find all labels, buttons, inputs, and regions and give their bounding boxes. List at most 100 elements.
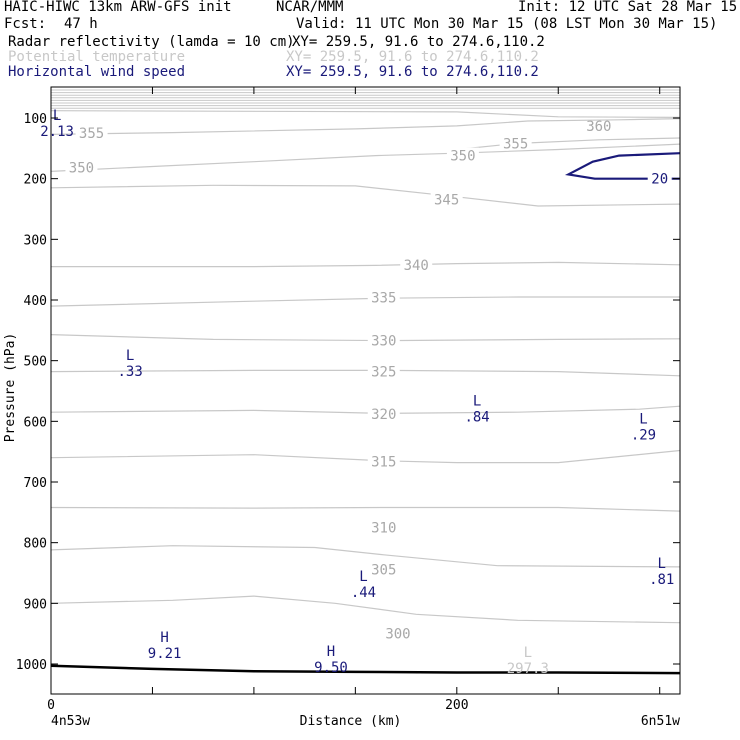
field-name-theta: Potential temperature (8, 49, 186, 65)
y-tick-label: 200 (24, 173, 47, 188)
extremum-value: .84 (464, 409, 489, 425)
theta-label-bg (367, 519, 400, 535)
theta-label-bg (367, 406, 400, 422)
y-tick-label: 500 (24, 355, 47, 370)
x-axis-label: Distance (km) (300, 714, 402, 729)
theta-contour-label: 335 (371, 291, 396, 307)
x-tick-label: 200 (445, 698, 468, 713)
theta-contour-label: 300 (385, 627, 410, 643)
theta-label-bg (75, 125, 108, 141)
y-tick-label: 300 (24, 233, 47, 248)
y-tick-label: 800 (24, 537, 47, 552)
theta-label-bg (381, 625, 414, 641)
extremum-type: L (126, 348, 134, 364)
theta-label-bg (400, 256, 433, 272)
theta-label-bg (367, 363, 400, 379)
theta-contour-label: 355 (503, 136, 528, 152)
forecast-hour: 47 h (64, 16, 98, 32)
theta-contour-label: 350 (69, 161, 94, 177)
theta-contour-line (50, 506, 681, 512)
plot-title: HAIC-HIWC 13km ARW-GFS init (4, 0, 232, 15)
wind-contour-line (564, 152, 681, 180)
x-tick-label: 0 (47, 698, 55, 713)
extremum-type: L (359, 569, 367, 585)
forecast-label: Fcst: (4, 16, 47, 32)
theta-contour-line (50, 545, 681, 568)
theta-contour-line (456, 137, 681, 151)
theta-contour-label: 340 (404, 258, 429, 274)
theta-label-bg (499, 135, 532, 151)
theta-contour-line (51, 261, 681, 268)
theta-contour-line (50, 143, 681, 172)
theta-label-bg (446, 147, 479, 163)
theta-contour-line (50, 334, 681, 342)
y-tick-label: 700 (24, 476, 47, 491)
theta-contour-line (50, 184, 681, 207)
surface-pressure-line (50, 664, 681, 675)
theta-contour-line (50, 369, 681, 377)
extremum-value: 297.3 (507, 661, 549, 677)
theta-contour-label: 305 (371, 562, 396, 578)
ground-line (50, 664, 681, 675)
wind-contours: 20 (564, 152, 681, 188)
organization-label: NCAR/MMM (276, 0, 344, 15)
theta-contour-line (50, 595, 681, 624)
valid-time: Valid: 11 UTC Mon 30 Mar 15 (08 LST Mon … (296, 16, 718, 32)
theta-contour-label: 345 (434, 192, 459, 208)
theta-label-bg (65, 159, 98, 175)
x-end-label-left: 4n53w (51, 714, 90, 729)
field-xy-reflectivity: XY= 259.5, 91.6 to 274.6,110.2 (292, 34, 545, 50)
theta-contours: 360 355 355 350 350 345 340 335 330 325 320 315 310 3… (50, 89, 681, 643)
field-xy-theta: XY= 259.5, 91.6 to 274.6,110.2 (286, 49, 539, 65)
field-name-wind: Horizontal wind speed (8, 64, 186, 80)
theta-contour-label: 330 (371, 334, 396, 350)
extremum-value: .81 (649, 572, 674, 588)
extremum-value: 9.50 (314, 660, 348, 676)
extremum-value: 2.13 (40, 124, 74, 140)
field-name-reflectivity: Radar reflectivity (lamda = 10 cm) (8, 34, 295, 50)
extremum-type: H (327, 644, 335, 660)
extremum-type: L (53, 108, 61, 124)
axes: 100 200 300 400 500 600 700 800 900 1000 0 200 (16, 87, 680, 713)
theta-label-bg (582, 117, 615, 133)
extremum-value: .33 (117, 364, 142, 380)
y-tick-label: 400 (24, 294, 47, 309)
extremum-type: L (524, 645, 532, 661)
theta-contour-label: 355 (79, 126, 104, 142)
extremum-type: H (160, 630, 168, 646)
extremum-value: 9.21 (148, 646, 182, 662)
extremum-value: .29 (631, 427, 656, 443)
theta-label-bg (430, 191, 463, 207)
extremum-value: .44 (351, 585, 376, 601)
theta-contour-line (50, 449, 681, 464)
theta-contour-line (50, 110, 681, 118)
wind-contour-label: 20 (651, 172, 668, 188)
theta-contour-label: 320 (371, 407, 396, 423)
theta-contour-label: 325 (371, 365, 396, 381)
theta-contour-label: 360 (586, 119, 611, 135)
theta-contour-line (50, 405, 681, 415)
theta-contour-line (50, 296, 680, 307)
theta-contour-label: 310 (371, 521, 396, 537)
plot-frame (50, 86, 681, 695)
extremum-type: L (658, 556, 666, 572)
x-end-label-right: 6n51w (641, 714, 680, 729)
theta-label-bg (367, 332, 400, 348)
theta-label-bg (367, 453, 400, 469)
y-tick-label: 900 (24, 597, 47, 612)
theta-contour-line (50, 118, 681, 135)
theta-label-bg (367, 289, 400, 305)
y-tick-label: 100 (24, 112, 47, 127)
theta-label-bg (367, 561, 400, 577)
extremum-type: L (639, 411, 647, 427)
extremum-type: L (473, 393, 481, 409)
y-axis-label: Pressure (hPa) (3, 333, 18, 443)
y-tick-label: 600 (24, 415, 47, 430)
theta-contour-label: 315 (371, 454, 396, 470)
init-time: Init: 12 UTC Sat 28 Mar 15 (518, 0, 738, 15)
wind-label-bg (647, 170, 672, 186)
theta-contour-label: 350 (450, 149, 475, 165)
field-xy-wind: XY= 259.5, 91.6 to 274.6,110.2 (286, 64, 539, 80)
